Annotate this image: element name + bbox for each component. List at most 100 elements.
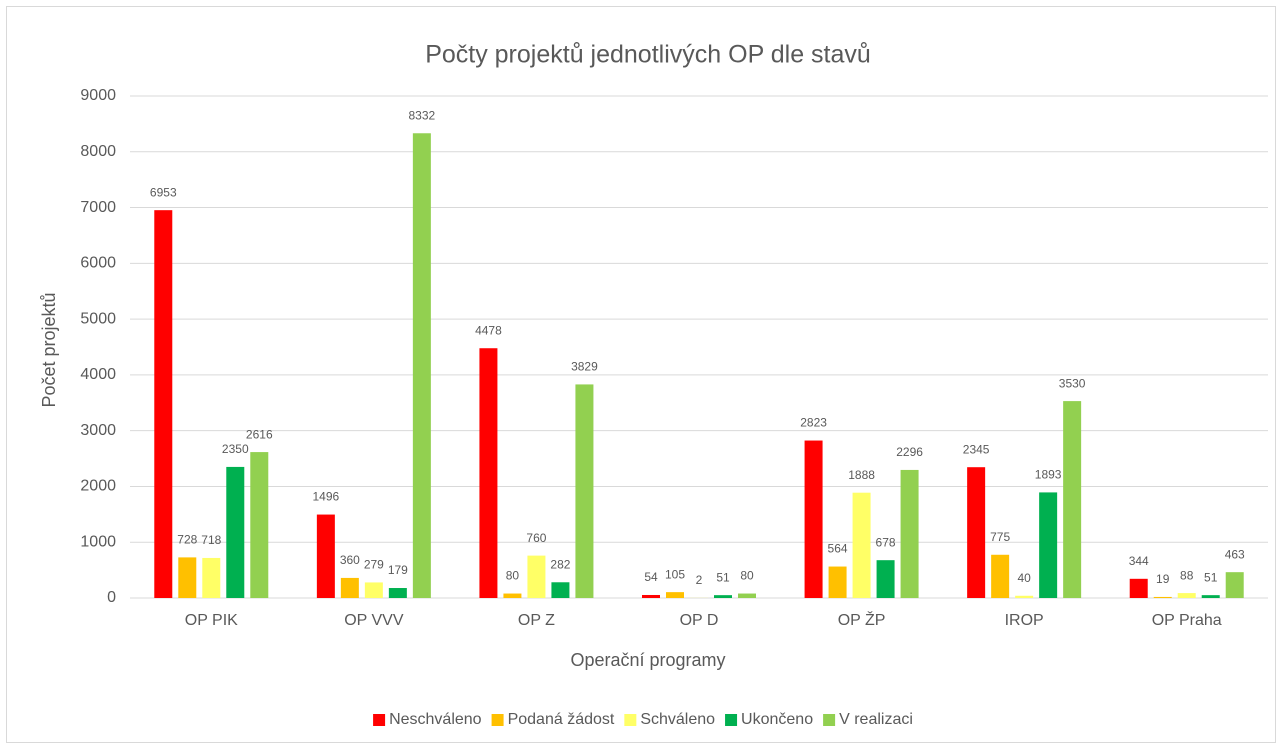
data-label: 3829	[571, 360, 598, 374]
data-label: 728	[177, 533, 197, 547]
legend-label: Podaná žádost	[508, 711, 615, 728]
x-tick-label: OP PIK	[185, 612, 238, 629]
y-tick-label: 4000	[80, 366, 116, 383]
legend-label: Ukončeno	[741, 711, 813, 728]
y-tick-label: 5000	[80, 310, 116, 327]
legend-swatch	[725, 714, 738, 726]
bar	[575, 384, 594, 598]
x-tick-label: OP D	[680, 612, 719, 629]
y-tick-label: 7000	[80, 199, 116, 216]
data-label: 2823	[800, 416, 827, 430]
data-label: 282	[550, 557, 570, 571]
bar	[503, 593, 522, 598]
x-axis-label: Operační programy	[570, 650, 725, 670]
bar	[316, 514, 335, 598]
legend-label: V realizaci	[839, 711, 913, 728]
data-label: 3530	[1059, 376, 1086, 390]
data-label: 1888	[848, 468, 875, 482]
data-label: 1496	[313, 490, 340, 504]
data-label: 1893	[1035, 468, 1062, 482]
bar	[828, 566, 847, 598]
data-label: 19	[1156, 572, 1170, 586]
chart-title: Počty projektů jednotlivých OP dle stavů	[425, 41, 871, 69]
bar	[1153, 596, 1172, 598]
legend-swatch	[823, 714, 836, 726]
data-label: 564	[828, 542, 848, 556]
legend-label: Schváleno	[640, 711, 715, 728]
data-label: 80	[740, 569, 754, 583]
bar	[479, 348, 498, 598]
x-tick-label: OP ŽP	[838, 610, 886, 629]
bar	[364, 582, 383, 598]
bar	[551, 582, 570, 598]
legend-swatch	[373, 714, 386, 726]
bar	[900, 469, 919, 598]
x-tick-label: IROP	[1005, 612, 1044, 629]
legend-swatch	[624, 714, 637, 726]
data-label: 51	[1204, 570, 1218, 584]
bar	[527, 555, 546, 598]
x-tick-label: OP Praha	[1152, 612, 1222, 629]
data-label: 6953	[150, 185, 177, 199]
y-axis-label: Počet projektů	[39, 292, 59, 407]
x-tick-label: OP VVV	[344, 612, 404, 629]
bar	[154, 210, 173, 598]
data-label: 179	[388, 563, 408, 577]
bar	[967, 467, 986, 598]
bar	[178, 557, 197, 598]
bar	[1063, 401, 1082, 598]
data-label: 4478	[475, 323, 502, 337]
data-label: 360	[340, 553, 360, 567]
data-label: 51	[716, 570, 730, 584]
data-label: 344	[1129, 554, 1149, 568]
data-label: 463	[1225, 547, 1245, 561]
bar	[1039, 492, 1058, 598]
data-label: 40	[1017, 571, 1031, 585]
data-label: 80	[506, 569, 520, 583]
data-label: 54	[644, 570, 658, 584]
data-label: 775	[990, 530, 1010, 544]
bar	[412, 133, 431, 598]
bar	[804, 440, 823, 598]
bar	[388, 588, 407, 598]
bar	[714, 595, 732, 598]
bar	[1225, 572, 1244, 598]
y-tick-label: 0	[107, 589, 116, 606]
x-tick-label: OP Z	[518, 612, 555, 629]
y-tick-label: 6000	[80, 255, 116, 272]
data-label: 2350	[222, 442, 249, 456]
data-label: 2296	[896, 445, 923, 459]
bar	[876, 560, 895, 598]
bar	[738, 593, 756, 598]
bar	[991, 554, 1010, 598]
data-label: 678	[876, 535, 896, 549]
bar	[202, 557, 221, 598]
bar	[340, 577, 359, 598]
legend-swatch	[491, 714, 504, 726]
bar	[250, 452, 269, 598]
data-label: 8332	[409, 108, 436, 122]
data-label: 2616	[246, 427, 273, 441]
bar	[1201, 595, 1220, 598]
y-tick-label: 8000	[80, 143, 116, 160]
bar	[642, 594, 660, 598]
data-label: 88	[1180, 568, 1194, 582]
data-label: 279	[364, 558, 384, 572]
data-label: 760	[526, 531, 546, 545]
bar	[852, 492, 871, 598]
bar	[666, 592, 684, 598]
y-tick-label: 1000	[80, 533, 116, 550]
y-tick-label: 9000	[80, 87, 116, 104]
bar	[1129, 578, 1148, 598]
data-label: 105	[665, 567, 685, 581]
bar	[1177, 593, 1196, 598]
data-label: 718	[201, 533, 221, 547]
bar	[1015, 595, 1034, 598]
legend-label: Neschváleno	[389, 711, 482, 728]
y-tick-label: 3000	[80, 422, 116, 439]
y-tick-label: 2000	[80, 478, 116, 495]
bar	[226, 466, 245, 598]
data-label: 2345	[963, 442, 990, 456]
